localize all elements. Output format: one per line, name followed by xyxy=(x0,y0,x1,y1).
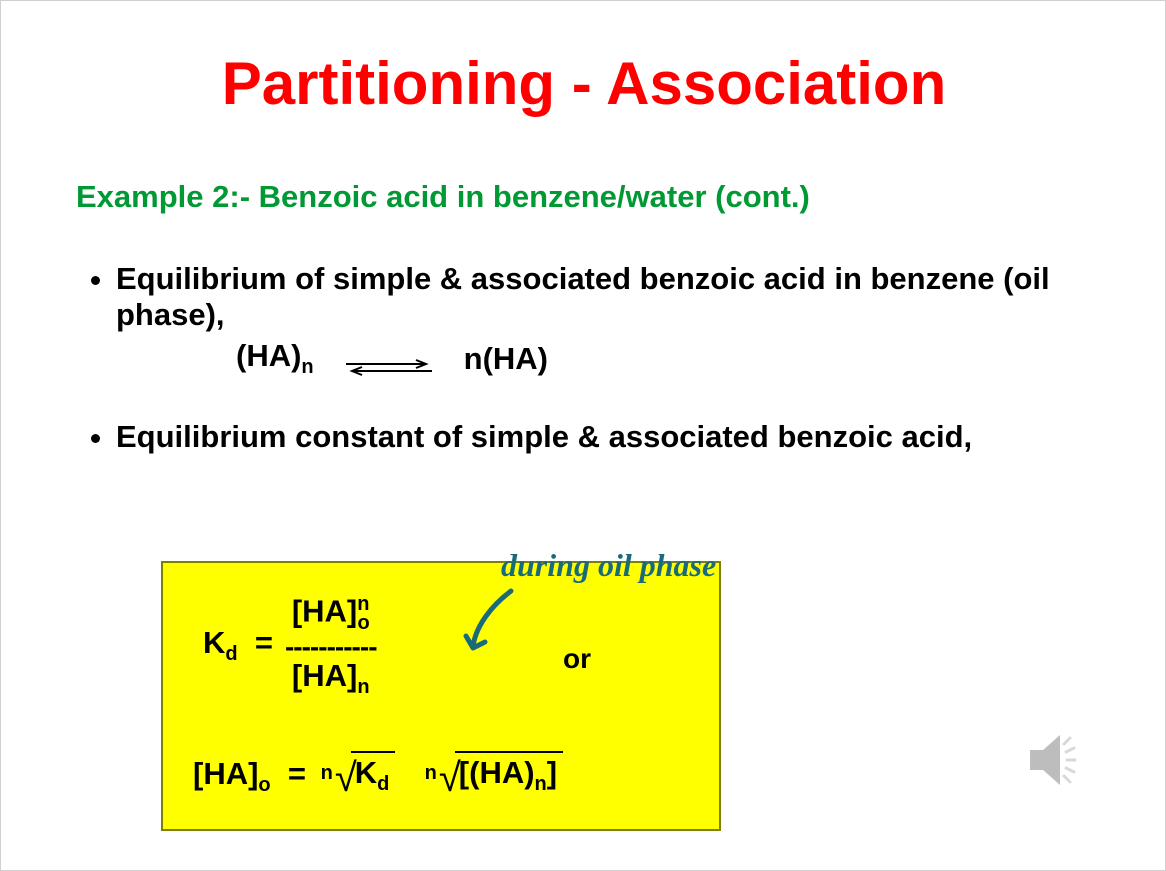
or-label: or xyxy=(563,643,591,675)
page-title: Partitioning - Association xyxy=(1,49,1166,118)
eq-lhs: (HA)n xyxy=(236,338,314,379)
bullet-list: Equilibrium of simple & associated benzo… xyxy=(76,261,1076,469)
bullet-item: Equilibrium of simple & associated benzo… xyxy=(116,261,1076,379)
example-subtitle: Example 2:- Benzoic acid in benzene/wate… xyxy=(76,179,810,215)
nth-root-2: n √ [(HA)n] xyxy=(425,753,563,799)
kd-lhs: Kd = xyxy=(203,625,273,666)
kd-fraction: [HA]no ----------- [HA]n xyxy=(285,593,377,698)
hao-equation: [HA]o = n √ Kd n √ [(HA)n] xyxy=(193,753,563,799)
nth-root-1: n √ Kd xyxy=(321,753,396,799)
equilibrium-equation: (HA)n n(HA) xyxy=(236,338,1076,379)
annotation-arrow-icon xyxy=(461,586,521,656)
kd-equation: Kd = [HA]no ----------- [HA]n xyxy=(203,593,377,698)
bullet-item: Equilibrium constant of simple & associa… xyxy=(116,419,1076,455)
fraction-numerator: [HA]no xyxy=(292,593,370,634)
hao-lhs: [HA]o = xyxy=(193,756,315,797)
fraction-denominator: [HA]n xyxy=(292,659,370,698)
formula-box: Kd = [HA]no ----------- [HA]n or [HA]o =… xyxy=(161,561,721,831)
speaker-icon xyxy=(1025,730,1095,790)
bullet-text: Equilibrium of simple & associated benzo… xyxy=(116,261,1050,332)
fraction-divider: ----------- xyxy=(285,634,377,659)
slide: Partitioning - Association Example 2:- B… xyxy=(0,0,1166,871)
handwritten-annotation: during oil phase xyxy=(501,547,716,584)
eq-rhs: n(HA) xyxy=(464,341,548,377)
equilibrium-arrow-icon xyxy=(344,349,434,369)
bullet-text: Equilibrium constant of simple & associa… xyxy=(116,419,972,454)
